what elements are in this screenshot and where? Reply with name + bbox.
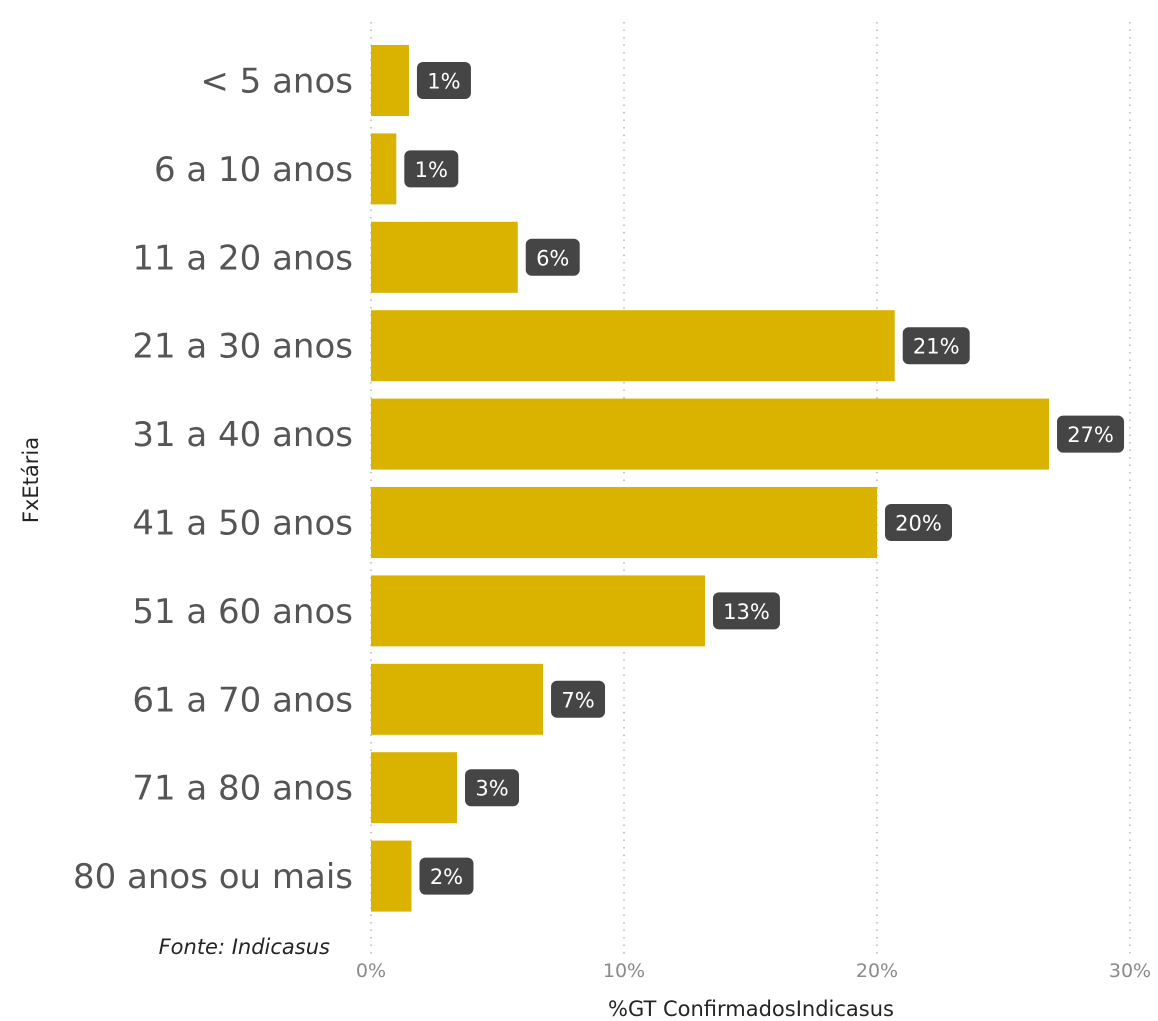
data-label-5: 20% [895, 512, 942, 536]
data-label-bg-2 [525, 238, 580, 276]
x-axis-title: %GT ConfirmadosIndicasus [608, 997, 894, 1021]
category-label-4: 31 a 40 anos [132, 415, 353, 455]
data-label-bg-4 [1057, 415, 1125, 453]
category-label-5: 41 a 50 anos [132, 504, 353, 544]
x-tick-label-2: 20% [856, 960, 898, 982]
data-label-bg-5 [885, 504, 952, 541]
bar-7 [371, 663, 544, 735]
data-label-bg-7 [551, 680, 606, 718]
data-label-2: 6% [536, 246, 569, 270]
data-labels: 1% 1% 6% 21% 27% 20% 13% 7% 3% 2% [404, 62, 1125, 895]
category-label-1: 6 a 10 anos [154, 150, 353, 190]
category-label-7: 61 a 70 anos [132, 680, 353, 720]
category-labels: < 5 anos 6 a 10 anos 11 a 20 anos 21 a 30 a… [73, 62, 353, 898]
data-label-bg-3 [902, 327, 970, 365]
category-label-0: < 5 anos [200, 62, 353, 102]
category-label-2: 11 a 20 anos [132, 238, 353, 278]
data-label-bg-1 [404, 150, 459, 188]
data-label-0: 1% [427, 70, 460, 94]
bars [371, 45, 1050, 912]
data-label-4: 27% [1067, 423, 1114, 447]
x-tick-label-0: 0% [356, 960, 386, 982]
data-label-9: 2% [430, 865, 463, 889]
data-label-7: 7% [561, 688, 594, 712]
bar-2 [371, 221, 518, 293]
bar-1 [371, 133, 397, 205]
data-label-bg-0 [416, 62, 471, 99]
bar-3 [371, 310, 895, 382]
x-tick-labels: 0% 10% 20% 30% [356, 960, 1151, 982]
category-label-6: 51 a 60 anos [132, 592, 353, 632]
bar-9 [371, 840, 412, 912]
bar-8 [371, 752, 458, 824]
bar-5 [371, 487, 877, 558]
data-label-1: 1% [415, 158, 448, 182]
bar-0 [371, 45, 409, 116]
data-label-bg-9 [419, 857, 474, 895]
y-axis-title: FxEtária [19, 437, 43, 523]
category-label-9: 80 anos ou mais [73, 857, 353, 897]
category-label-3: 21 a 30 anos [132, 327, 353, 367]
bar-4 [371, 398, 1050, 470]
source-note: Fonte: Indicasus [159, 935, 330, 959]
x-tick-label-1: 10% [603, 960, 645, 982]
x-tick-label-3: 30% [1109, 960, 1151, 982]
data-label-6: 13% [723, 600, 770, 624]
data-label-3: 21% [913, 335, 960, 359]
bar-6 [371, 575, 705, 647]
data-label-bg-8 [465, 769, 520, 807]
data-label-8: 3% [475, 777, 508, 801]
category-label-8: 71 a 80 anos [132, 769, 353, 809]
data-label-bg-6 [712, 592, 780, 630]
